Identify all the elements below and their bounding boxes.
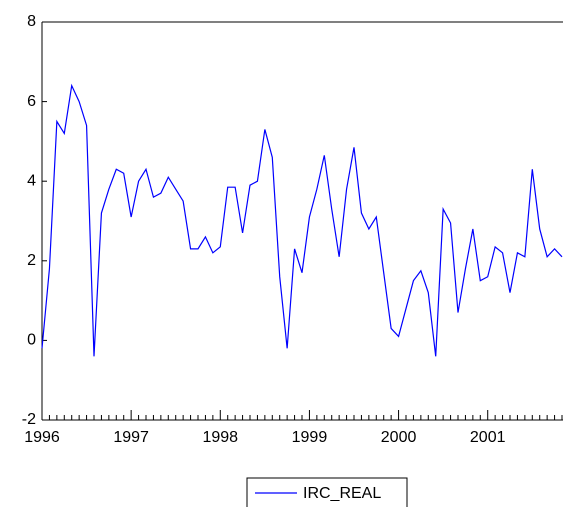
- legend: IRC_REAL: [246, 477, 408, 507]
- y-tick-label: -2: [22, 411, 36, 428]
- x-tick-label: 1997: [113, 429, 149, 446]
- y-tick-label: 2: [27, 252, 36, 269]
- x-tick-label: 2001: [470, 429, 506, 446]
- x-tick-label: 1996: [24, 429, 60, 446]
- y-tick-label: 4: [27, 172, 36, 189]
- x-tick-label: 1998: [202, 429, 238, 446]
- data-line: [41, 83, 563, 357]
- x-tick-label: 1999: [292, 429, 328, 446]
- y-tick-label: 8: [27, 13, 36, 30]
- legend-label: IRC_REAL: [303, 485, 381, 502]
- y-tick-label: 6: [27, 93, 36, 110]
- x-tick-label: 2000: [381, 429, 417, 446]
- y-tick-label: 0: [27, 332, 36, 349]
